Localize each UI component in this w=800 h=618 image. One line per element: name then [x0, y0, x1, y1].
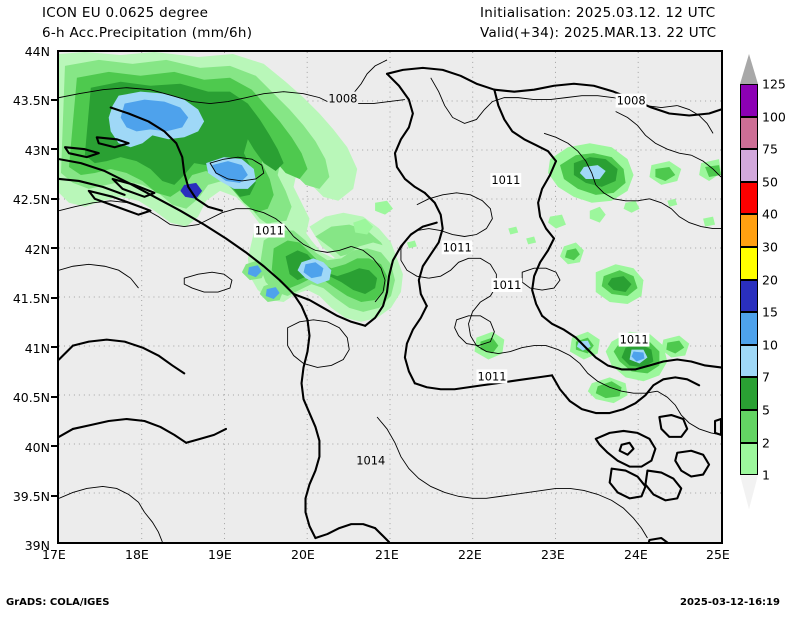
x-axis-tick: 23E: [541, 547, 565, 562]
colorbar-high-tip: [740, 54, 758, 84]
y-axis-tick: 39N: [24, 538, 50, 553]
x-axis-tick: 21E: [375, 547, 399, 562]
x-axis-tick: 19E: [208, 547, 232, 562]
colorbar-label-125: 125: [762, 76, 786, 92]
precipitation-colorbar[interactable]: 125 100 75 50 40 30 20 15 10 7 5 2 1: [740, 54, 786, 510]
y-tick-mark: [51, 396, 57, 398]
colorbar-band-20-30: [740, 247, 758, 280]
precipitation-map[interactable]: 1008 1008 1011 1011 1011 1011 1011 1011 …: [57, 50, 723, 544]
y-axis-tick: 42.5N: [12, 192, 50, 207]
colorbar-label-30: 30: [762, 239, 778, 255]
y-axis-tick: 44N: [24, 44, 50, 59]
y-axis-tick: 40N: [24, 440, 50, 455]
y-tick-mark: [51, 297, 57, 299]
colorbar-band-10-15: [740, 312, 758, 345]
isobar-layer: [59, 59, 721, 542]
x-axis-tick: 22E: [458, 547, 482, 562]
isobar-label-layer: 1008 1008 1011 1011 1011 1011 1011 1011 …: [253, 92, 650, 468]
valid-time-text: Valid(+34): 2025.MAR.13. 22 UTC: [480, 25, 717, 41]
colorbar-label-40: 40: [762, 206, 778, 222]
y-axis-tick: 43.5N: [12, 93, 50, 108]
y-tick-mark: [51, 495, 57, 497]
svg-text:1011: 1011: [443, 240, 472, 254]
field-title: 6-h Acc.Precipitation (mm/6h): [42, 25, 253, 41]
y-axis-tick: 41N: [24, 341, 50, 356]
colorbar-band-7-10: [740, 344, 758, 378]
svg-text:1011: 1011: [255, 224, 284, 238]
y-axis-tick: 41.5N: [12, 291, 50, 306]
model-title: ICON EU 0.0625 degree: [42, 5, 209, 21]
map-canvas: 1008 1008 1011 1011 1011 1011 1011 1011 …: [59, 52, 721, 542]
x-axis-tick: 17E: [42, 547, 66, 562]
colorbar-label-100: 100: [762, 109, 786, 125]
colorbar-label-20: 20: [762, 272, 778, 288]
colorbar-band-30-40: [740, 214, 758, 247]
coastline-layer: [59, 66, 721, 542]
colorbar-band-2-5: [740, 410, 758, 443]
colorbar-band-5-7: [740, 377, 758, 410]
colorbar-label-75: 75: [762, 141, 778, 157]
y-axis-tick: 42N: [24, 242, 50, 257]
colorbar-label-1: 1: [762, 467, 770, 483]
svg-text:1008: 1008: [328, 92, 357, 106]
colorbar-label-5: 5: [762, 402, 770, 418]
svg-text:1008: 1008: [617, 94, 646, 108]
colorbar-band-100-125: [740, 84, 758, 117]
svg-text:1011: 1011: [492, 278, 521, 292]
colorbar-band-15-20: [740, 279, 758, 313]
initialisation-text: Initialisation: 2025.03.12. 12 UTC: [480, 5, 716, 21]
svg-text:1011: 1011: [620, 333, 649, 347]
svg-text:1014: 1014: [356, 454, 385, 468]
y-axis-tick: 43N: [24, 143, 50, 158]
y-tick-mark: [51, 346, 57, 348]
colorbar-label-7: 7: [762, 369, 770, 385]
x-axis-tick: 24E: [624, 547, 648, 562]
y-tick-mark: [51, 198, 57, 200]
colorbar-band-75-100: [740, 116, 758, 150]
x-axis-tick: 18E: [125, 547, 149, 562]
y-tick-mark: [51, 247, 57, 249]
colorbar-band-1-2: [740, 442, 758, 476]
colorbar-low-tip: [740, 475, 758, 510]
y-tick-mark: [51, 99, 57, 101]
colorbar-label-2: 2: [762, 435, 770, 451]
colorbar-band-50-75: [740, 149, 758, 182]
source-credit: GrADS: COLA/IGES: [6, 597, 110, 608]
colorbar-label-50: 50: [762, 174, 778, 190]
y-tick-mark: [51, 445, 57, 447]
y-axis-tick: 39.5N: [12, 489, 50, 504]
svg-text:1011: 1011: [491, 173, 520, 187]
y-axis-tick: 40.5N: [12, 390, 50, 405]
x-axis-tick: 20E: [291, 547, 315, 562]
colorbar-label-10: 10: [762, 337, 778, 353]
x-axis-tick: 25E: [706, 547, 730, 562]
precipitation-shading: [59, 52, 721, 404]
colorbar-label-15: 15: [762, 304, 778, 320]
svg-text:1011: 1011: [477, 369, 506, 383]
y-tick-mark: [51, 148, 57, 150]
generation-timestamp: 2025-03-12-16:19: [680, 597, 780, 608]
colorbar-band-40-50: [740, 181, 758, 215]
